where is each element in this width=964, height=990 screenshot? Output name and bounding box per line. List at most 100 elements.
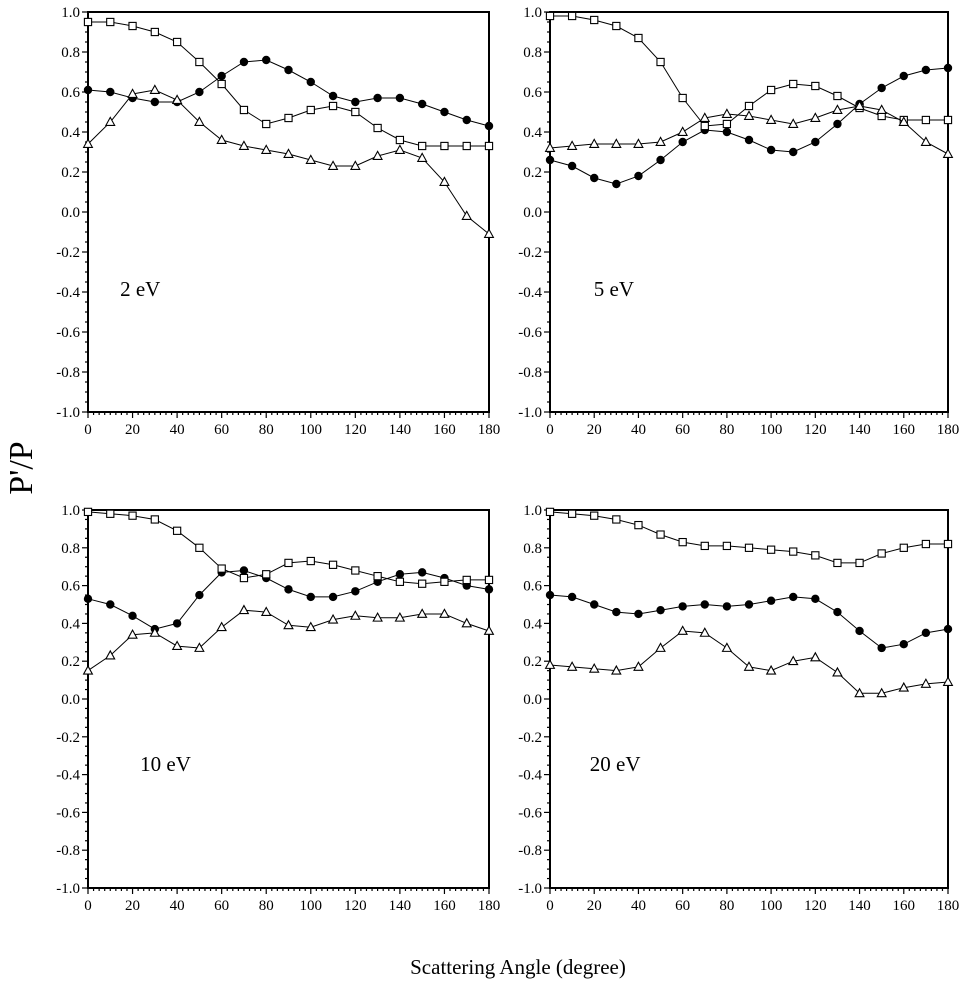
data-point-open-triangle [544,659,556,669]
data-point-open-square [722,541,732,551]
data-point-filled-circle [373,93,382,103]
data-point-open-square [722,119,732,129]
data-point-open-square [921,539,931,549]
y-tick-label: 0.6 [61,579,80,595]
data-point-filled-circle [239,566,249,575]
x-tick-label: 160 [433,422,456,438]
data-point-open-square [899,543,908,552]
data-point-open-square [462,575,471,585]
data-point-open-triangle [810,651,821,662]
data-point-open-square [656,57,665,67]
data-point-open-square [395,577,405,586]
y-tick-label: -1.0 [56,405,80,421]
data-point-open-square [766,85,776,95]
series-line-open-triangle [87,89,490,235]
data-point-open-square [351,107,360,117]
x-tick-label: 140 [389,898,412,914]
data-point-open-square [373,123,382,133]
panel-energy-label: 10 eV [140,752,191,776]
data-point-filled-circle [678,602,687,611]
data-point-filled-circle [921,628,931,638]
data-point-filled-circle [766,596,776,605]
data-point-filled-circle [811,137,820,147]
data-point-filled-circle [612,607,621,617]
data-point-open-square [172,526,182,535]
data-point-filled-circle [195,87,204,97]
y-tick-label: 1.0 [61,503,80,519]
data-point-open-triangle [461,617,473,628]
data-point-open-square [484,141,494,151]
data-point-open-triangle [238,604,250,615]
data-point-open-square [811,551,820,560]
data-point-open-square [440,577,449,586]
y-tick-label: 0.2 [61,165,80,181]
data-point-filled-circle [83,85,93,95]
data-point-open-triangle [305,621,317,632]
x-tick-label: 40 [170,898,185,914]
data-point-open-triangle [832,104,843,114]
y-tick-label: -1.0 [56,881,80,897]
data-point-open-square [567,509,577,518]
data-point-filled-circle [700,600,709,609]
x-tick-label: 140 [389,422,412,438]
data-point-open-square [545,11,555,21]
x-tick-label: 60 [214,422,229,438]
data-point-filled-circle [789,592,798,602]
y-tick-label: 0.6 [61,85,80,101]
y-tick-label: -0.2 [56,245,80,261]
data-point-open-triangle [439,608,450,618]
data-point-open-square [634,33,643,43]
data-point-open-triangle [82,138,94,148]
y-tick-label: -0.6 [56,805,80,821]
data-point-filled-circle [417,568,427,577]
data-point-open-triangle [127,628,138,639]
data-point-open-triangle [655,136,666,146]
data-point-open-square [128,21,137,31]
x-tick-label: 20 [125,422,140,438]
data-point-filled-circle [744,600,754,609]
data-point-open-square [921,115,931,125]
y-tick-label: -0.4 [56,285,80,301]
y-tick-label: -0.8 [518,843,542,859]
data-point-open-triangle [416,608,428,618]
data-point-open-triangle [127,88,138,98]
data-point-filled-circle [284,585,293,594]
data-point-open-square [172,37,182,47]
data-point-filled-circle [195,590,204,600]
data-point-open-square [612,21,621,31]
data-point-filled-circle [567,592,577,602]
series-line-open-square [549,511,948,564]
data-point-filled-circle [417,99,427,109]
data-point-open-square [262,570,271,579]
x-tick-label: 20 [587,422,602,438]
data-point-open-square [700,121,709,131]
data-point-filled-circle [351,587,360,596]
x-tick-label: 120 [804,422,827,438]
data-point-filled-circle [899,71,908,81]
data-point-open-triangle [677,126,688,136]
data-point-open-square [943,539,953,549]
data-point-open-triangle [283,148,294,158]
y-tick-label: 0.8 [523,45,542,61]
panel-energy-label: 5 eV [594,277,634,301]
data-point-open-triangle [544,142,556,152]
data-point-filled-circle [833,119,842,129]
x-tick-label: 120 [344,898,367,914]
data-point-open-triangle [350,160,361,170]
panels: 1.00.80.60.40.20.0-0.2-0.4-0.6-0.8-1.00 2… [56,5,959,914]
data-point-filled-circle [722,602,732,611]
x-tick-label: 100 [760,898,783,914]
data-point-filled-circle [172,619,182,628]
data-point-filled-circle [395,570,405,579]
data-point-open-square [217,79,226,89]
data-point-open-square [306,105,315,115]
data-point-filled-circle [545,155,555,165]
x-tick-label: 0 [84,422,92,438]
x-tick-label: 0 [546,898,554,914]
data-point-open-triangle [194,642,205,652]
data-point-open-square [418,141,427,151]
x-tick-label: 120 [344,422,367,438]
data-point-open-square [262,119,271,129]
y-tick-label: -0.8 [56,843,80,859]
data-point-open-triangle [260,144,272,154]
